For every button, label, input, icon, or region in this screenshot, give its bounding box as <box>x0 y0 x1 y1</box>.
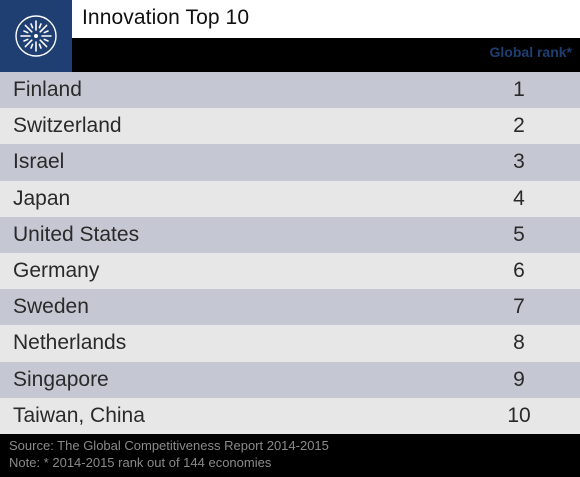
rank-value: 7 <box>513 295 525 319</box>
footer: Source: The Global Competitiveness Repor… <box>0 434 580 477</box>
page-title: Innovation Top 10 <box>82 6 250 29</box>
ranking-table: Finland 1 Switzerland 2 Israel 3 Japan 4… <box>0 72 580 434</box>
country-name: Germany <box>13 259 100 283</box>
source-note: Source: The Global Competitiveness Repor… <box>9 438 329 453</box>
country-name: Singapore <box>13 367 109 391</box>
rank-value: 8 <box>513 331 525 355</box>
table-row: Taiwan, China 10 <box>0 397 580 434</box>
rank-value: 6 <box>513 259 525 283</box>
country-name: Switzerland <box>13 114 122 138</box>
column-header-bar: Global rank* <box>72 38 580 72</box>
header <box>0 0 580 38</box>
table-row: Finland 1 <box>0 72 580 109</box>
rank-note: Note: * 2014-2015 rank out of 144 econom… <box>9 455 272 470</box>
logo <box>0 0 72 72</box>
country-name: Sweden <box>13 295 89 319</box>
country-name: United States <box>13 222 140 246</box>
rank-value: 9 <box>513 367 525 391</box>
country-name: Japan <box>13 186 71 210</box>
table-row: Japan 4 <box>0 180 580 217</box>
country-name: Netherlands <box>13 331 127 355</box>
rank-value: 10 <box>507 403 531 427</box>
rank-value: 3 <box>513 150 525 174</box>
country-name: Israel <box>13 150 65 174</box>
table-row: Germany 6 <box>0 252 580 290</box>
rank-value: 4 <box>513 186 525 210</box>
table-row: Israel 3 <box>0 144 580 181</box>
table-row: Netherlands 8 <box>0 325 580 362</box>
country-name: Finland <box>13 78 82 102</box>
rank-value: 1 <box>513 78 525 102</box>
starburst-logo-icon <box>15 15 57 57</box>
rank-value: 5 <box>513 222 525 246</box>
table-row: United States 5 <box>0 216 580 253</box>
global-rank-header: Global rank* <box>489 44 572 60</box>
table-row: Sweden 7 <box>0 289 580 326</box>
country-name: Taiwan, China <box>13 403 145 427</box>
table-row: Singapore 9 <box>0 361 580 398</box>
rank-value: 2 <box>513 114 525 138</box>
table-row: Switzerland 2 <box>0 108 580 145</box>
